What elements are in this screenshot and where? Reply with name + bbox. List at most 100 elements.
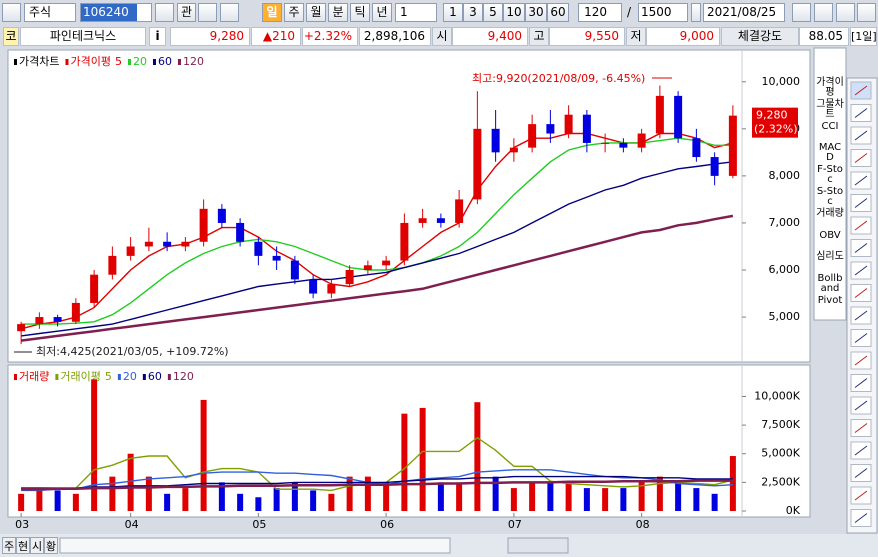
volume-bar	[383, 482, 390, 511]
legend-swatch	[55, 374, 59, 380]
legend-label: 20	[133, 55, 147, 68]
candle-body	[692, 138, 701, 158]
search-button[interactable]	[155, 3, 174, 22]
change: ▲210	[251, 27, 301, 46]
indicator-button[interactable]: 그물차트	[816, 98, 844, 120]
ma-line	[21, 161, 733, 337]
y-tick-label: 0K	[786, 504, 801, 517]
candle-body	[236, 222, 245, 242]
legend-label: 가격차트	[19, 55, 59, 68]
x-tick-label: 08	[636, 518, 650, 531]
market-badge: 코	[3, 27, 19, 46]
indicator-button[interactable]: 거래량	[816, 207, 844, 219]
indicator-button[interactable]: 심리도	[816, 251, 844, 263]
open: 9,400	[452, 27, 528, 46]
period-button[interactable]: 틱	[350, 3, 370, 22]
volume-bar	[656, 476, 663, 511]
bottom-tab[interactable]: 시	[30, 537, 44, 554]
candle-body	[528, 124, 537, 148]
price: 9,280	[170, 27, 250, 46]
volume-bar	[620, 488, 627, 511]
y-tick-label: 2,500K	[761, 475, 800, 488]
layout-button[interactable]	[836, 3, 855, 22]
scrollbar[interactable]	[59, 537, 451, 554]
date-input[interactable]: 2021/08/25	[703, 3, 785, 22]
low-annotation: 최저:4,425(2021/03/05, +109.72%)	[36, 345, 229, 358]
interval-button[interactable]: 5	[483, 3, 503, 22]
bottom-tab[interactable]: 현	[16, 537, 30, 554]
volume-bar	[36, 488, 43, 511]
legend-label: 거래량	[19, 370, 49, 383]
interval-button[interactable]: 10	[503, 3, 525, 22]
indicator-button[interactable]: CCI	[821, 120, 839, 132]
indicator-button[interactable]: 가격이평	[816, 77, 844, 98]
period-button[interactable]: 월	[306, 3, 326, 22]
max-count-input[interactable]: 1500	[638, 3, 688, 22]
indicator-button[interactable]: Bollband	[817, 273, 843, 295]
info-button[interactable]: i	[149, 27, 166, 46]
legend-swatch	[117, 374, 121, 380]
tool-glyph	[854, 445, 868, 456]
config-button[interactable]	[814, 3, 833, 22]
interval-button[interactable]: 1	[443, 3, 463, 22]
period-button[interactable]: 년	[372, 3, 392, 22]
candle-body	[363, 265, 372, 270]
indicator-button[interactable]: S-Stoc	[816, 186, 844, 207]
volume-bar	[127, 453, 134, 511]
candle-body	[619, 142, 628, 148]
legend-swatch	[14, 374, 17, 380]
candle-body	[17, 324, 26, 332]
candle-body	[163, 241, 172, 247]
last-price-box	[752, 107, 798, 138]
indicator-button[interactable]: Pivot	[817, 295, 843, 306]
legend-label: 5	[105, 370, 112, 383]
volume-bar	[18, 493, 25, 511]
interval-button[interactable]: 60	[547, 3, 569, 22]
candle-body	[655, 95, 664, 134]
tool-glyph	[854, 130, 868, 141]
candle-body	[491, 128, 500, 153]
y-tick-label: 10,000	[762, 75, 801, 88]
indicator-button[interactable]: OBV	[819, 229, 841, 241]
candle-body	[217, 208, 226, 223]
interval-button[interactable]: 30	[525, 3, 547, 22]
stepper[interactable]	[220, 3, 239, 22]
candle-body	[601, 142, 610, 144]
bottom-tab[interactable]: 주	[2, 537, 16, 554]
indicator-button[interactable]: MACD	[818, 142, 842, 164]
volume-bar	[547, 482, 554, 511]
count-input[interactable]: 120	[578, 3, 622, 22]
volume-bar	[200, 399, 207, 511]
tool-glyph	[854, 288, 868, 298]
ma-line	[20, 132, 734, 330]
market-select[interactable]: 주식	[24, 3, 76, 22]
tool-glyph	[854, 513, 868, 523]
open-label: 시	[432, 27, 452, 46]
tool-glyph	[854, 310, 868, 321]
code-input[interactable]: 106240	[80, 3, 152, 22]
candle-body	[546, 124, 555, 134]
volume-bar	[54, 490, 61, 511]
zoom-slider[interactable]	[507, 537, 569, 554]
period-button[interactable]: 주	[284, 3, 304, 22]
settings-button[interactable]	[792, 3, 811, 22]
candle-body	[509, 147, 518, 153]
unit-select[interactable]: 1	[395, 3, 437, 22]
indicator-button[interactable]: F-Stoc	[817, 164, 843, 186]
legend-label: 가격이평	[70, 55, 110, 68]
candle-body	[108, 255, 117, 275]
refresh-button[interactable]	[198, 3, 217, 22]
menu-button[interactable]	[2, 3, 21, 22]
print-button[interactable]	[857, 3, 876, 22]
interval-button[interactable]: 3	[463, 3, 483, 22]
ma-line	[20, 214, 734, 342]
max-count-button[interactable]	[691, 3, 701, 22]
period-button[interactable]: 일	[262, 3, 282, 22]
volume-bar	[419, 407, 426, 511]
watch-button[interactable]: 관	[177, 3, 196, 22]
volume-bar	[729, 456, 736, 511]
bottom-tab[interactable]: 황	[44, 537, 58, 554]
period-button[interactable]: 분	[328, 3, 348, 22]
